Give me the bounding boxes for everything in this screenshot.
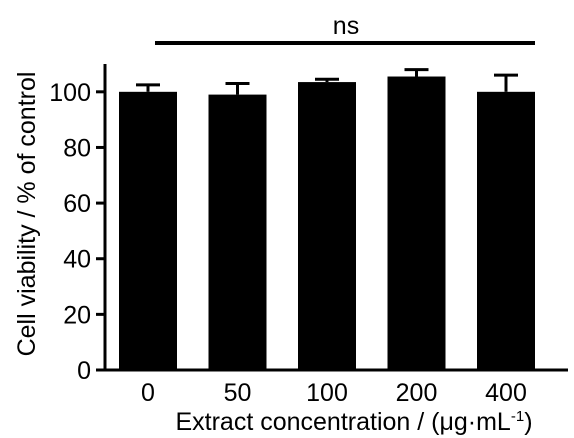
bar-50 — [208, 94, 267, 370]
x-tick-label-100: 100 — [306, 379, 348, 407]
x-tick-label-50: 50 — [224, 379, 252, 407]
axes: 0 50 100 200 400 0 20 40 60 80 100 — [49, 41, 568, 407]
bar-0 — [119, 91, 177, 371]
x-axis-title-close: ) — [524, 408, 532, 436]
bar-400 — [477, 91, 535, 371]
x-tick-label-0: 0 — [141, 379, 155, 407]
significance-label: ns — [333, 12, 359, 40]
x-tick-label-200: 200 — [396, 379, 438, 407]
x-tick-label-400: 400 — [485, 379, 527, 407]
y-tick-label-100: 100 — [49, 79, 91, 107]
y-tick-label-40: 40 — [63, 246, 91, 274]
y-tick-label-60: 60 — [63, 190, 91, 218]
plot-area — [119, 68, 535, 371]
x-axis-title: Extract concentration / (μg·mL-1) — [175, 408, 532, 436]
x-axis-title-main: Extract concentration / (μg·mL — [175, 408, 510, 436]
y-tick-label-20: 20 — [63, 301, 91, 329]
y-tick-label-80: 80 — [63, 134, 91, 162]
y-tick-label-0: 0 — [77, 357, 91, 385]
bar-100 — [298, 82, 356, 370]
y-axis-title: Cell viability / % of control — [13, 72, 41, 357]
bar-200 — [387, 76, 446, 370]
x-axis-title-superscript: -1 — [511, 408, 524, 425]
